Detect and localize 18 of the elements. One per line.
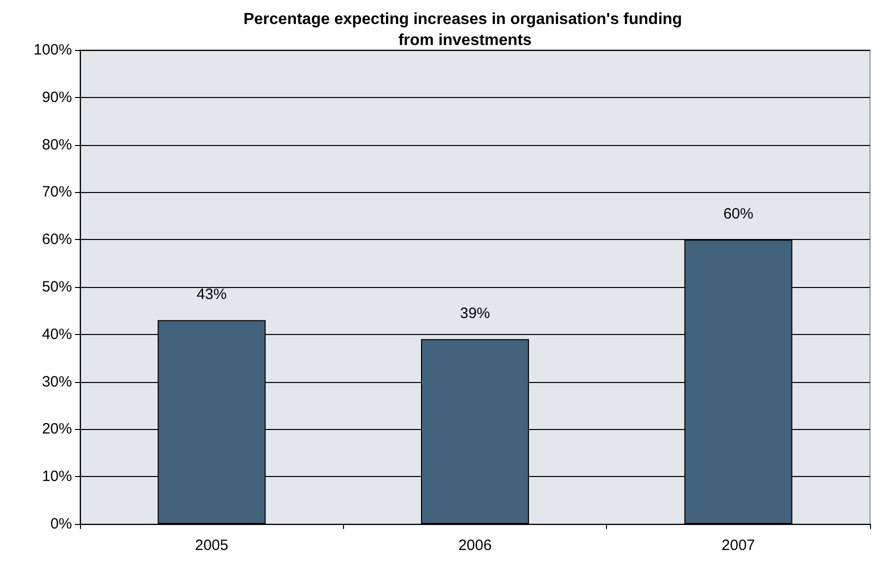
data-label: 60% <box>723 206 754 223</box>
x-tick-label: 2006 <box>458 537 492 554</box>
x-tick-label: 2007 <box>722 537 756 554</box>
y-tick-label: 100% <box>34 42 72 58</box>
y-tick-label: 20% <box>42 420 72 438</box>
y-tick-label: 60% <box>42 231 72 248</box>
y-tick-label: 30% <box>42 373 72 390</box>
y-tick-label: 90% <box>42 88 72 106</box>
chart-title: Percentage expecting increases in organisation's funding from investments <box>243 11 687 49</box>
data-label: 39% <box>460 305 490 322</box>
y-tick-label: 40% <box>42 326 72 343</box>
y-tick-label: 0% <box>50 516 72 532</box>
y-tick-label: 50% <box>42 278 72 296</box>
data-label: 43% <box>196 286 227 304</box>
y-tick-label: 10% <box>42 468 72 486</box>
y-tick-label: 70% <box>42 184 72 201</box>
y-tick-label: 80% <box>42 136 72 154</box>
x-tick-label: 2005 <box>194 537 228 554</box>
